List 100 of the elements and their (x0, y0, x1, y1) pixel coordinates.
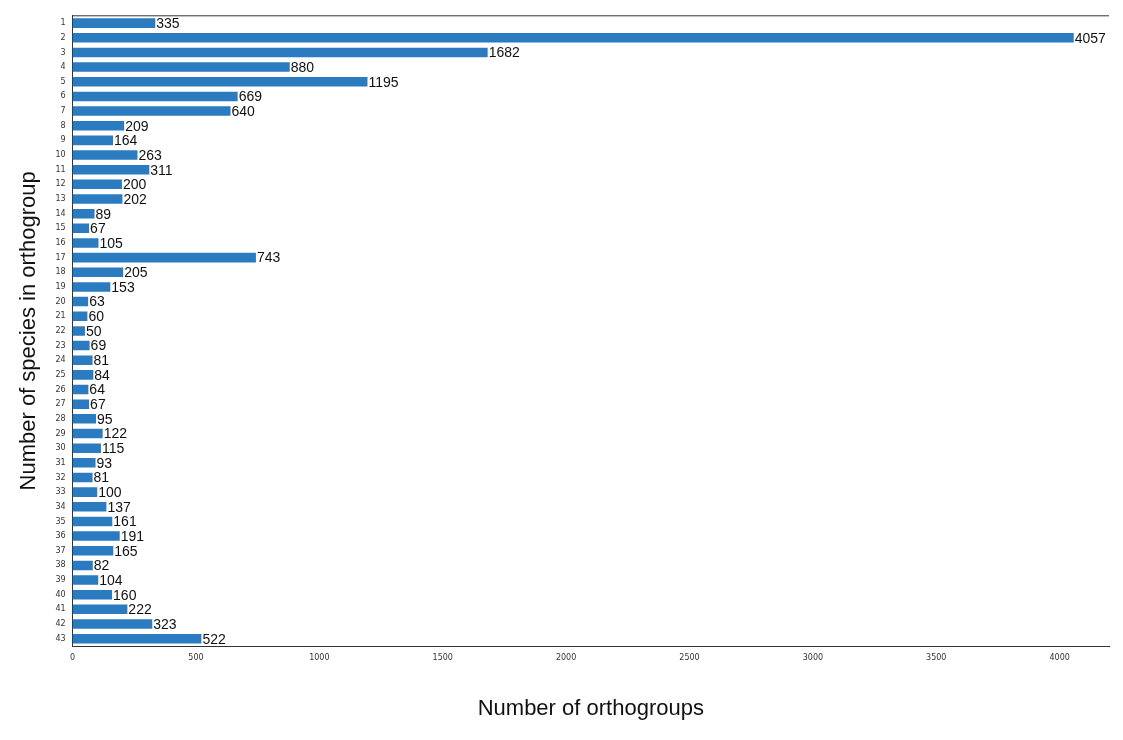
bar (72, 18, 156, 28)
bar (72, 502, 107, 512)
y-tick-label: 36 (55, 531, 66, 541)
y-tick-label: 38 (55, 560, 66, 570)
bar (72, 179, 122, 190)
data-label: 105 (99, 234, 124, 251)
bar (72, 76, 368, 87)
data-label: 222 (128, 601, 152, 618)
data-label: 67 (90, 396, 106, 413)
y-tick-label: 16 (55, 238, 66, 248)
y-tick-label: 5 (60, 76, 66, 86)
data-label: 64 (89, 381, 106, 398)
x-tick-label: 3500 (926, 652, 947, 662)
y-tick-label: 32 (55, 472, 66, 482)
data-label: 93 (96, 454, 113, 471)
data-label: 137 (107, 498, 131, 515)
data-label: 263 (138, 146, 163, 163)
bar (72, 531, 120, 541)
y-tick-label: 1 (60, 18, 66, 28)
bar (72, 589, 113, 600)
data-label: 743 (256, 249, 281, 266)
data-label: 50 (85, 322, 102, 339)
x-tick-label: 2000 (555, 652, 577, 662)
bar (72, 355, 93, 365)
data-label: 115 (101, 440, 125, 457)
data-label: 95 (97, 410, 113, 427)
y-tick-label: 43 (55, 633, 66, 643)
data-label: 81 (93, 469, 110, 486)
y-tick-label: 6 (60, 91, 66, 101)
y-tick-label: 31 (55, 457, 66, 467)
y-tick-label: 8 (60, 120, 66, 130)
y-tick-label: 2 (60, 32, 66, 42)
data-label: 67 (90, 220, 106, 237)
data-label: 81 (93, 352, 110, 369)
data-label: 200 (122, 176, 147, 193)
y-tick-label: 18 (55, 267, 66, 277)
x-tick-label: 1000 (309, 652, 330, 662)
bar (72, 62, 290, 72)
bar (72, 370, 94, 380)
bar (72, 252, 256, 263)
data-label: 100 (98, 483, 122, 500)
y-tick-label: 15 (55, 223, 66, 233)
bar (72, 516, 113, 527)
data-label: 640 (231, 102, 256, 119)
y-tick-label: 27 (55, 399, 66, 409)
data-label: 165 (114, 542, 138, 559)
data-label: 60 (88, 308, 105, 325)
bar (72, 414, 97, 424)
bar (72, 282, 111, 292)
x-tick-label: 0 (70, 652, 76, 662)
bar (72, 428, 103, 439)
bar (72, 223, 90, 234)
data-label: 1682 (488, 44, 520, 61)
y-tick-label: 7 (60, 106, 66, 116)
y-tick-label: 28 (55, 413, 66, 423)
bar (72, 135, 114, 146)
y-tick-label: 41 (55, 604, 66, 614)
bar (72, 91, 238, 102)
data-label: 880 (290, 58, 315, 75)
y-tick-label: 25 (55, 369, 66, 379)
y-tick-label: 9 (60, 135, 66, 145)
y-tick-label: 23 (55, 340, 66, 350)
data-label: 205 (124, 264, 148, 281)
data-label: 89 (95, 205, 112, 222)
y-tick-label: 34 (55, 501, 66, 511)
bar (72, 311, 88, 322)
y-tick-label: 4 (60, 62, 66, 72)
y-tick-label: 39 (55, 575, 66, 585)
x-tick-label: 4000 (1049, 652, 1070, 662)
y-tick-label: 13 (55, 194, 66, 204)
y-tick-label: 42 (55, 619, 66, 629)
data-label: 164 (114, 132, 138, 149)
data-label: 122 (103, 425, 128, 442)
bar (72, 560, 93, 571)
bar (72, 47, 488, 58)
x-tick-label: 3000 (802, 652, 824, 662)
y-tick-label: 12 (55, 179, 66, 189)
bar (72, 604, 128, 615)
y-tick-label: 24 (55, 355, 66, 365)
bar (72, 472, 93, 483)
bar (72, 399, 90, 409)
y-tick-label: 3 (60, 47, 66, 57)
bar (72, 545, 114, 556)
bar (72, 619, 153, 629)
bar (72, 120, 125, 131)
y-tick-label: 40 (55, 589, 66, 599)
data-label: 160 (113, 586, 137, 603)
data-label: 209 (125, 117, 149, 134)
y-tick-label: 11 (55, 164, 66, 174)
bar (72, 487, 98, 497)
y-tick-label: 19 (55, 282, 66, 292)
data-label: 1195 (368, 73, 399, 90)
data-label: 153 (111, 278, 135, 295)
y-tick-label: 20 (55, 296, 66, 306)
y-axis-title: Number of species in orthogroup (15, 171, 41, 491)
data-label: 191 (120, 527, 145, 544)
y-tick-label: 29 (55, 428, 66, 438)
bar (72, 150, 138, 160)
data-label: 104 (99, 571, 123, 588)
bar (72, 208, 95, 219)
